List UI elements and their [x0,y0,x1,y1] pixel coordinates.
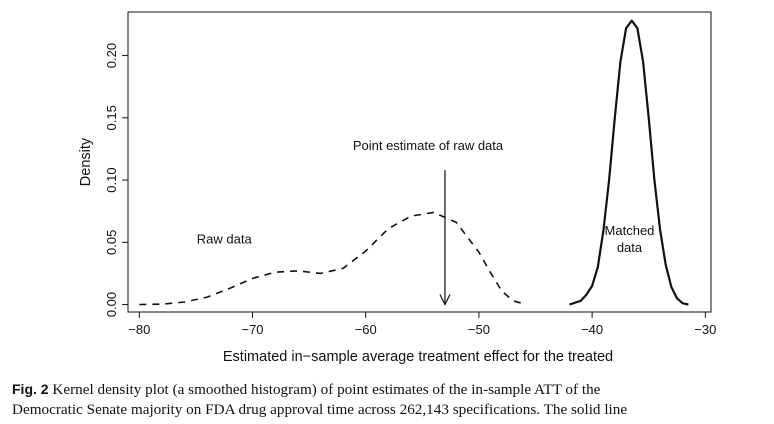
caption-figure-label: Fig. 2 [12,381,49,397]
caption-text-2: Democratic Senate majority on FDA drug a… [12,401,628,418]
y-tick-label: 0.20 [104,43,119,68]
y-tick-label: 0.00 [104,292,119,317]
figure-caption: Fig. 2 Kernel density plot (a smoothed h… [12,379,764,420]
y-tick-label: 0.10 [104,167,119,192]
x-tick-label: −30 [694,322,716,337]
y-axis: 0.00 0.05 0.10 0.15 0.20 [104,43,128,317]
raw-data-density-curve [139,211,525,306]
matched-data-density-curve [569,19,689,306]
annotation-label: Point estimate of raw data [353,138,504,153]
annotation-label: data [617,240,643,255]
caption-text-1: Kernel density plot (a smoothed histogra… [52,381,601,398]
y-tick-label: 0.05 [104,230,119,255]
x-tick-label: −50 [468,322,490,337]
x-tick-label: −70 [241,322,263,337]
x-tick-label: −40 [581,322,603,337]
x-axis-label: Estimated in−sample average treatment ef… [223,349,613,365]
point-estimate-arrow-head [439,294,451,306]
plot-frame [127,11,712,313]
annotation-label: Raw data [197,232,253,247]
y-tick-label: 0.15 [104,105,119,130]
y-axis-label: Density [78,137,94,186]
x-axis: −80 −70 −60 −50 −40 −30 [128,312,716,337]
annotation-label: Matched [605,223,655,238]
caption-line-2: Democratic Senate majority on FDA drug a… [12,400,764,420]
annotation-layer: Raw data Point estimate of raw data Matche… [197,138,655,306]
density-plot: −80 −70 −60 −50 −40 −30 0.000.050.100.150.20 … [78,11,716,365]
x-tick-label: −80 [128,322,150,337]
x-tick-label: −60 [355,322,377,337]
series-layer [139,19,689,306]
caption-line-1: Fig. 2 Kernel density plot (a smoothed h… [12,379,764,400]
